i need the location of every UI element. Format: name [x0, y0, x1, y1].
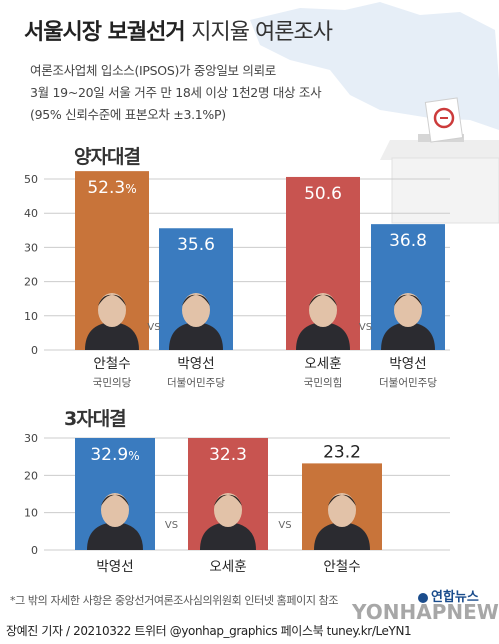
- vs-label: VS: [359, 322, 372, 333]
- party-name: 국민의당: [93, 377, 132, 389]
- candidate-photo: [169, 293, 223, 350]
- y-tick-label: 30: [24, 241, 38, 254]
- party-name: 국민의힘: [304, 377, 343, 389]
- page-title: 서울시장 보궐선거 지지율 여론조사: [24, 14, 333, 46]
- yonhap-logo-text: 연합뉴스: [431, 590, 479, 605]
- yonhap-logo: 연합뉴스: [418, 586, 479, 605]
- watermark: YONHAPNEWS: [352, 600, 499, 624]
- subtitle-line-1: 여론조사업체 입소스(IPSOS)가 중앙일보 의뢰로: [30, 63, 277, 78]
- candidate-name: 오세훈: [209, 559, 246, 575]
- vs-label: VS: [147, 322, 160, 333]
- y-tick-label: 0: [31, 544, 38, 557]
- data-label: 32.9%: [90, 445, 139, 465]
- data-label: 35.6: [177, 235, 215, 255]
- candidate-name: 박영선: [389, 356, 426, 372]
- candidate-name: 박영선: [177, 356, 214, 372]
- candidate-photo: [200, 493, 256, 550]
- vs-label: VS: [165, 520, 178, 531]
- ballot-box-illustration: [380, 97, 499, 224]
- data-label: 52.3%: [87, 178, 136, 198]
- party-name: 더불어민주당: [167, 377, 225, 389]
- y-tick-label: 20: [24, 276, 38, 289]
- title-light: 지지율 여론조사: [191, 20, 333, 45]
- data-label: 32.3: [209, 445, 247, 465]
- title-bold: 서울시장 보궐선거: [24, 20, 186, 45]
- seoul-map-shape: [250, 2, 499, 130]
- y-tick-label: 30: [24, 432, 38, 445]
- footer-note: *그 밖의 자세한 사항은 중앙선거여론조사심의위원회 인터넷 홈페이지 참조: [10, 594, 339, 607]
- y-tick-label: 40: [24, 207, 38, 220]
- subtitle-line-2: 3월 19~20일 서울 거주 만 18세 이상 1천2명 대상 조사: [30, 85, 322, 100]
- candidate-photo: [381, 293, 435, 350]
- data-label: 50.6: [304, 184, 342, 204]
- y-tick-label: 20: [24, 469, 38, 482]
- y-tick-label: 10: [24, 310, 38, 323]
- candidate-photo: [85, 293, 139, 350]
- candidate-name: 오세훈: [304, 356, 341, 372]
- party-name: 더불어민주당: [379, 377, 437, 389]
- y-tick-label: 0: [31, 344, 38, 357]
- candidate-name: 안철수: [93, 356, 130, 372]
- yonhap-logo-icon: [418, 592, 428, 603]
- candidate-photo: [87, 493, 143, 550]
- y-tick-label: 10: [24, 507, 38, 520]
- y-tick-label: 50: [24, 173, 38, 186]
- data-label: 23.2: [323, 442, 361, 462]
- data-label: 36.8: [389, 231, 427, 251]
- vs-label: VS: [278, 520, 291, 531]
- subtitle-line-3: (95% 신뢰수준에 표본오차 ±3.1%P): [30, 107, 226, 122]
- candidate-photo: [314, 493, 370, 550]
- candidate-name: 박영선: [96, 559, 133, 575]
- candidate-name: 안철수: [323, 559, 360, 575]
- footer-credit: 장예진 기자 / 20210322 트위터 @yonhap_graphics 페…: [6, 624, 412, 638]
- section-title-two-way: 양자대결: [74, 146, 141, 168]
- section-title-three-way: 3자대결: [64, 408, 127, 430]
- candidate-photo: [296, 293, 350, 350]
